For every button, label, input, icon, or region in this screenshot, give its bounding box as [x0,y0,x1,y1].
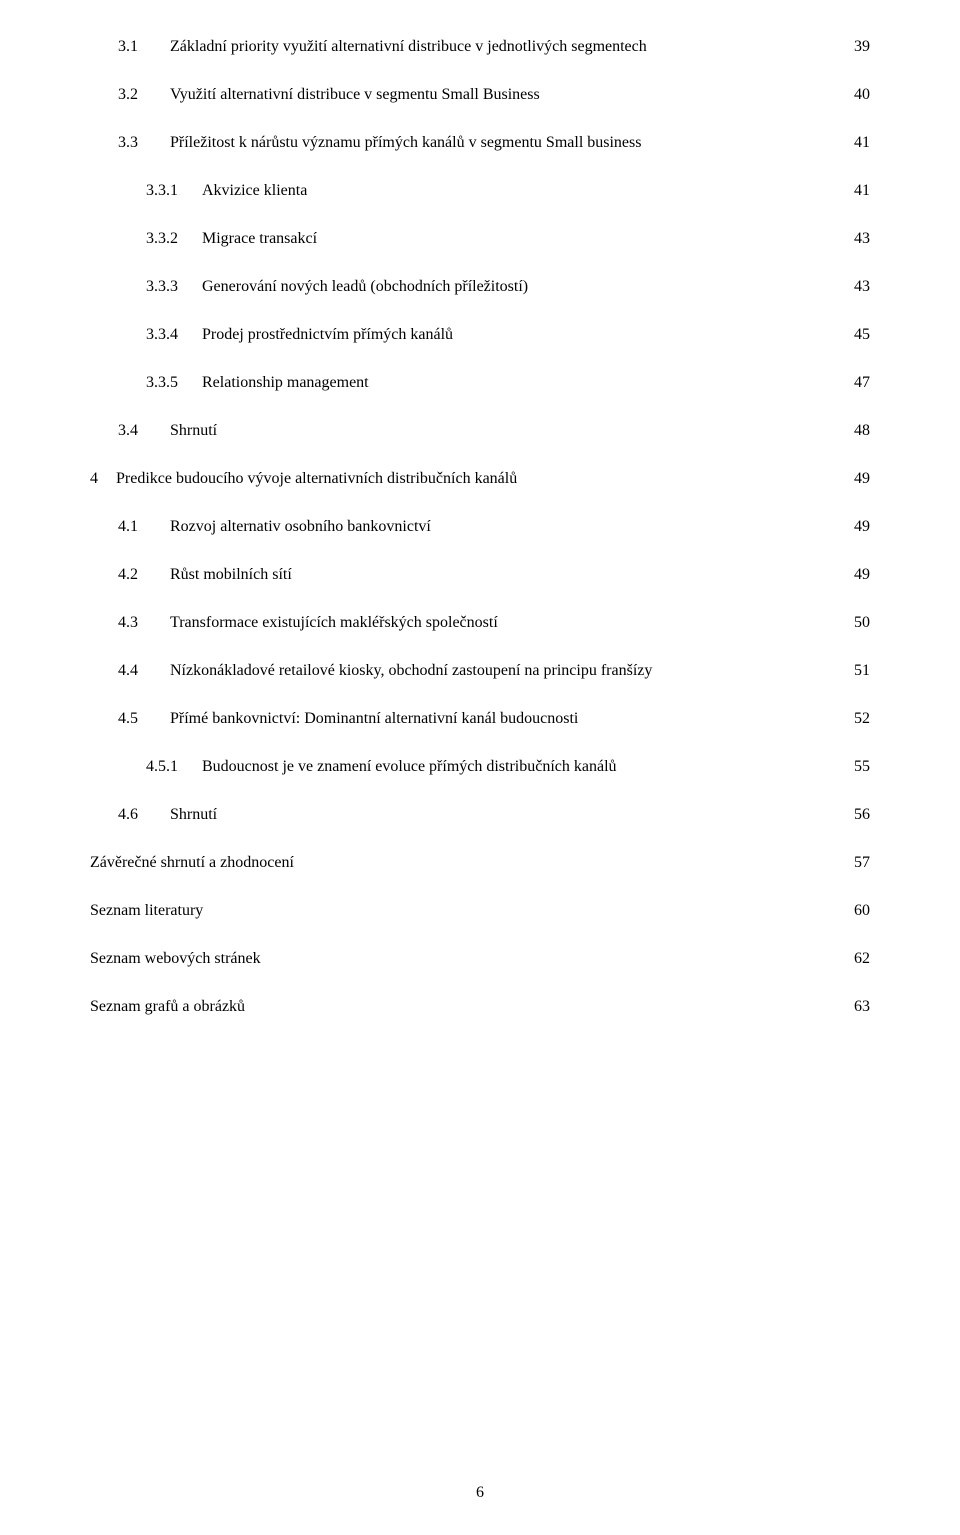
toc-entry-number: 3.3 [118,131,170,155]
toc-entry: 4.3Transformace existujících makléřských… [90,611,870,635]
toc-entry-page: 45 [854,323,870,347]
toc-entry: 4.6Shrnutí 56 [90,803,870,827]
toc-entry: 3.3.5Relationship management 47 [90,371,870,395]
toc-entry-page: 41 [854,131,870,155]
toc-entry-number: 4.4 [118,659,170,683]
toc-entry: 3.3Příležitost k nárůstu významu přímých… [90,131,870,155]
toc-entry-page: 57 [854,851,870,875]
toc-entry-title: Predikce budoucího vývoje alternativních… [116,467,517,491]
toc-entry-title: Základní priority využití alternativní d… [170,35,647,59]
toc-entry: 3.2Využití alternativní distribuce v seg… [90,83,870,107]
toc-entry: 3.4Shrnutí 48 [90,419,870,443]
toc-entry-title: Transformace existujících makléřských sp… [170,611,498,635]
toc-entry-number: 4.5.1 [146,755,202,779]
toc-entry-page: 43 [854,275,870,299]
toc-entry-number: 4.2 [118,563,170,587]
toc-entry-title: Akvizice klienta [202,179,307,203]
toc-entry: 3.3.2Migrace transakcí 43 [90,227,870,251]
toc-entry-title: Shrnutí [170,419,217,443]
toc-entry-page: 49 [854,467,870,491]
toc-entry-title: Prodej prostřednictvím přímých kanálů [202,323,453,347]
toc-entry-number: 3.3.3 [146,275,202,299]
toc-entry-page: 56 [854,803,870,827]
page-number: 6 [90,1481,870,1505]
toc-entry-page: 49 [854,515,870,539]
toc-entry-title: Generování nových leadů (obchodních příl… [202,275,528,299]
toc-entry-number: 4 [90,467,116,491]
toc-entry-title: Seznam grafů a obrázků [90,995,245,1019]
toc-entry: 4.5.1Budoucnost je ve znamení evoluce př… [90,755,870,779]
toc-entry: 4Predikce budoucího vývoje alternativníc… [90,467,870,491]
toc-entry: 4.1Rozvoj alternativ osobního bankovnict… [90,515,870,539]
toc-entry-title: Růst mobilních sítí [170,563,292,587]
toc-entry-page: 60 [854,899,870,923]
toc-entry: 3.1Základní priority využití alternativn… [90,35,870,59]
toc-entry-page: 41 [854,179,870,203]
toc-entry-page: 40 [854,83,870,107]
toc-entry-number: 3.3.2 [146,227,202,251]
toc-entry-page: 63 [854,995,870,1019]
toc-entry-title: Nízkonákladové retailové kiosky, obchodn… [170,659,652,683]
toc-entry-number: 4.3 [118,611,170,635]
toc-entry-number: 3.3.1 [146,179,202,203]
toc-entry: 3.3.1Akvizice klienta 41 [90,179,870,203]
toc-entry-title: Relationship management [202,371,369,395]
toc-entry-title: Příležitost k nárůstu významu přímých ka… [170,131,641,155]
toc-entry-page: 50 [854,611,870,635]
toc-entry-page: 47 [854,371,870,395]
toc-entry-title: Přímé bankovnictví: Dominantní alternati… [170,707,578,731]
toc-entry-title: Závěrečné shrnutí a zhodnocení [90,851,294,875]
toc-entry-page: 55 [854,755,870,779]
toc-entry: 4.5Přímé bankovnictví: Dominantní altern… [90,707,870,731]
toc-entry: 4.2Růst mobilních sítí 49 [90,563,870,587]
toc-entry: 3.3.3Generování nových leadů (obchodních… [90,275,870,299]
toc-entry-title: Migrace transakcí [202,227,317,251]
toc-entry-page: 51 [854,659,870,683]
toc-entry-number: 3.3.4 [146,323,202,347]
toc-entry-number: 4.6 [118,803,170,827]
toc-entry-page: 48 [854,419,870,443]
toc-entry-page: 62 [854,947,870,971]
toc-entry-title: Rozvoj alternativ osobního bankovnictví [170,515,431,539]
toc-entry-page: 49 [854,563,870,587]
toc-entry: Seznam grafů a obrázků 63 [90,995,870,1019]
toc-entry-page: 43 [854,227,870,251]
toc-entry-title: Seznam literatury [90,899,203,923]
toc-entry: Seznam webových stránek 62 [90,947,870,971]
toc-entry-number: 4.5 [118,707,170,731]
toc-entry-number: 3.4 [118,419,170,443]
table-of-contents: 3.1Základní priority využití alternativn… [90,35,870,1043]
toc-entry: Závěrečné shrnutí a zhodnocení 57 [90,851,870,875]
toc-entry: 3.3.4Prodej prostřednictvím přímých kaná… [90,323,870,347]
toc-entry: Seznam literatury 60 [90,899,870,923]
toc-entry-number: 4.1 [118,515,170,539]
toc-entry-title: Shrnutí [170,803,217,827]
toc-entry: 4.4Nízkonákladové retailové kiosky, obch… [90,659,870,683]
toc-entry-title: Využití alternativní distribuce v segmen… [170,83,540,107]
toc-entry-page: 52 [854,707,870,731]
toc-entry-title: Budoucnost je ve znamení evoluce přímých… [202,755,617,779]
toc-entry-number: 3.3.5 [146,371,202,395]
toc-entry-number: 3.1 [118,35,170,59]
toc-entry-page: 39 [854,35,870,59]
toc-entry-number: 3.2 [118,83,170,107]
toc-entry-title: Seznam webových stránek [90,947,261,971]
